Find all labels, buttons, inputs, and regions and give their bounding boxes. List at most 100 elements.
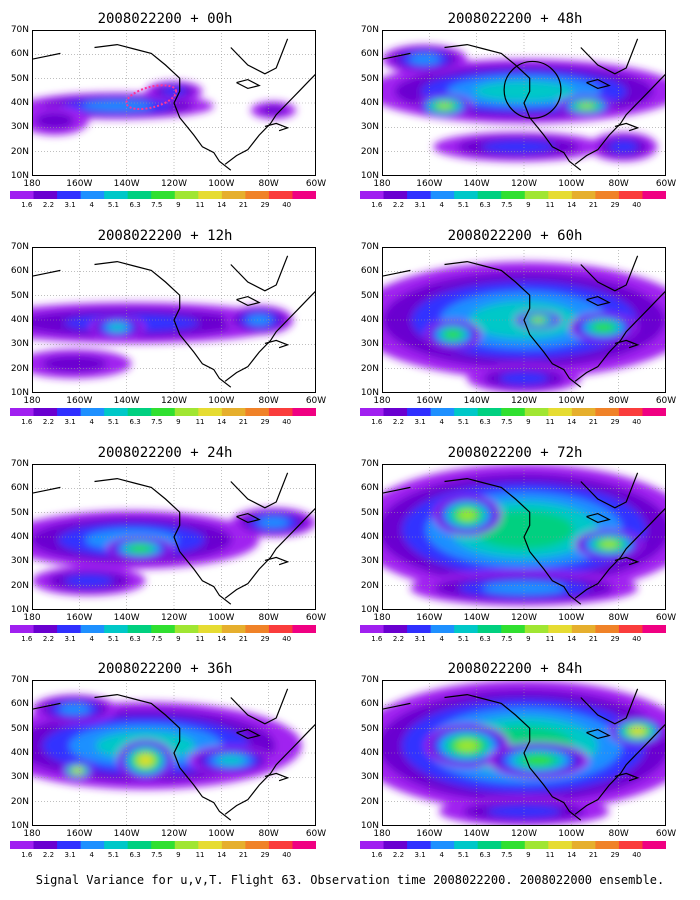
coastline — [444, 260, 582, 388]
map-panel: 2008022200 + 36h 70N 60N 50N 40N 30N 20N 10N 180… — [0, 660, 330, 870]
colorbar-swatch — [80, 841, 105, 849]
coastline — [586, 512, 611, 524]
lat-label: 20N — [360, 363, 379, 374]
coastline — [580, 38, 639, 75]
colorbar-swatch — [127, 625, 152, 633]
variance-contour — [35, 112, 75, 129]
panel-title: 2008022200 + 72h — [447, 445, 583, 461]
variance-contour — [41, 355, 108, 373]
colorbar-swatch — [618, 841, 643, 849]
colorbar-label: 11 — [195, 201, 205, 209]
colorbar-swatch — [104, 191, 129, 199]
lon-label: 120W — [510, 829, 538, 839]
colorbar-swatch — [221, 408, 246, 416]
colorbar-label: 9 — [526, 635, 531, 643]
lon-label: 60W — [655, 829, 677, 839]
lon-label: 60W — [305, 829, 327, 839]
colorbar-label: 6.3 — [129, 201, 141, 209]
colorbar-swatch — [383, 191, 408, 199]
colorbar-swatch — [268, 841, 293, 849]
variance-contour — [630, 727, 645, 735]
colorbar-swatch — [151, 625, 176, 633]
colorbar-swatch — [268, 625, 293, 633]
colorbar-label: 14 — [217, 635, 227, 643]
flight-track — [125, 84, 178, 111]
colorbar-label: 7.5 — [151, 418, 163, 426]
colorbar-label: 5.1 — [107, 851, 119, 859]
coastline — [586, 728, 611, 740]
colorbar-swatch — [571, 841, 596, 849]
colorbar-swatch — [221, 841, 246, 849]
colorbar-label: 3.1 — [414, 635, 426, 643]
colorbar-swatch — [57, 625, 82, 633]
coastline — [382, 486, 411, 494]
colorbar-label: 40 — [632, 851, 642, 859]
colorbar-swatch — [292, 408, 316, 416]
variance-contour — [600, 540, 618, 549]
lat-label: 40N — [10, 748, 29, 758]
lat-label: 30N — [10, 556, 29, 567]
colorbar-swatch — [127, 408, 152, 416]
colorbar-label: 9 — [176, 201, 181, 209]
variance-contour — [64, 574, 114, 588]
variance-contour — [474, 81, 574, 102]
colorbar-label: 21 — [238, 635, 248, 643]
coastline — [224, 507, 316, 599]
colorbar-label: 40 — [632, 635, 642, 643]
colorbar-label: 5.1 — [457, 635, 469, 643]
lon-label: 160W — [66, 613, 93, 623]
colorbar-label: 6.3 — [129, 851, 141, 859]
colorbar-label: 2.2 — [392, 851, 405, 859]
panel-title: 2008022200 + 48h — [447, 11, 583, 27]
lat-label: 40N — [360, 315, 379, 325]
colorbar-label: 3.1 — [414, 851, 426, 859]
colorbar-swatch — [548, 625, 573, 633]
colorbar-swatch — [407, 625, 432, 633]
colorbar-swatch — [174, 408, 199, 416]
lon-label: 160W — [416, 613, 443, 623]
variance-contour — [108, 323, 127, 332]
colorbar-swatch — [501, 191, 526, 199]
colorbar-label: 14 — [217, 201, 227, 209]
variance-contour — [579, 103, 594, 109]
variance-contour — [246, 314, 272, 326]
colorbar-label: 21 — [588, 418, 598, 426]
coastline — [574, 290, 666, 382]
colorbar-swatch — [33, 625, 58, 633]
colorbar — [360, 408, 666, 416]
colorbar-swatch — [10, 625, 35, 633]
lon-label: 160W — [66, 179, 93, 189]
colorbar-swatch — [571, 408, 596, 416]
variance-contour — [481, 140, 556, 154]
lon-label: 60W — [655, 396, 677, 406]
lat-label: 20N — [360, 796, 379, 807]
lat-label: 20N — [360, 146, 379, 157]
lat-label: 50N — [10, 290, 29, 301]
coastline — [224, 290, 316, 382]
colorbar-label: 3.1 — [414, 201, 426, 209]
colorbar-swatch — [571, 191, 596, 199]
variance-contour — [437, 102, 452, 109]
colorbar-swatch — [245, 191, 270, 199]
lon-label: 60W — [655, 179, 677, 189]
map-panel: 2008022200 + 12h 70N 60N 50N 40N 30N 20N 10N 180… — [0, 227, 330, 437]
lon-label: 100W — [208, 829, 235, 839]
coastline — [264, 772, 290, 782]
colorbar-label: 5.1 — [457, 851, 469, 859]
colorbar-label: 29 — [260, 635, 270, 643]
colorbar-swatch — [383, 625, 408, 633]
colorbar-swatch — [174, 625, 199, 633]
coastline — [236, 728, 261, 740]
colorbar-label: 2.2 — [42, 418, 55, 426]
colorbar-label: 21 — [238, 418, 248, 426]
colorbar-label: 5.1 — [107, 418, 119, 426]
lon-label: 160W — [66, 829, 93, 839]
variance-contour — [409, 53, 441, 65]
coastline — [614, 339, 640, 349]
colorbar-label: 40 — [282, 635, 292, 643]
variance-contour — [445, 330, 461, 339]
lat-label: 10N — [10, 388, 29, 398]
lat-label: 70N — [360, 25, 379, 35]
colorbar-swatch — [80, 408, 105, 416]
colorbar-label: 6.3 — [129, 418, 141, 426]
